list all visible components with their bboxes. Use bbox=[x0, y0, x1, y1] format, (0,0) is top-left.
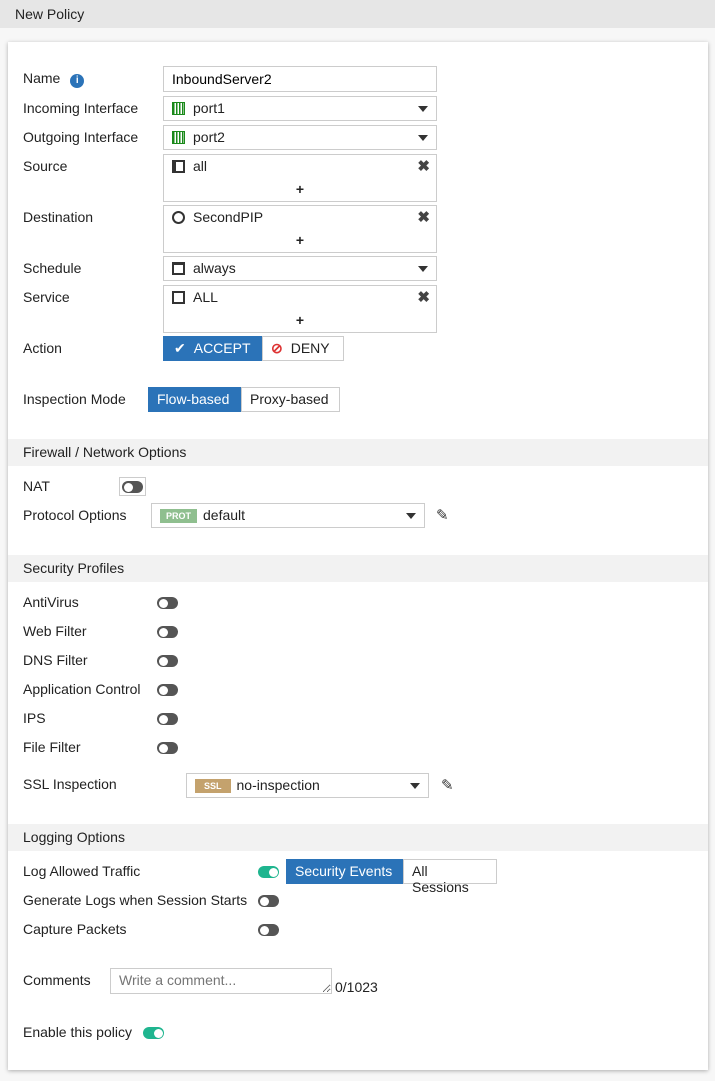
chevron-down-icon bbox=[406, 513, 416, 519]
remove-icon[interactable]: ✖ bbox=[417, 158, 430, 175]
comments-input[interactable] bbox=[110, 968, 332, 994]
dns-filter-toggle[interactable] bbox=[157, 655, 178, 667]
dns-filter-label: DNS Filter bbox=[23, 652, 88, 668]
protocol-options-label: Protocol Options bbox=[23, 507, 127, 523]
chevron-down-icon bbox=[418, 106, 428, 112]
firewall-section-header: Firewall / Network Options bbox=[8, 439, 708, 466]
source-label: Source bbox=[23, 158, 68, 174]
logging-section-header: Logging Options bbox=[8, 824, 708, 851]
chevron-down-icon bbox=[410, 783, 420, 789]
generate-logs-toggle[interactable] bbox=[258, 895, 279, 907]
port-icon bbox=[172, 131, 185, 144]
service-label: Service bbox=[23, 289, 70, 305]
enable-policy-toggle[interactable] bbox=[143, 1027, 164, 1039]
check-icon: ✔ bbox=[174, 340, 186, 356]
add-icon[interactable]: + bbox=[295, 232, 305, 248]
source-field[interactable]: all ✖ + bbox=[163, 154, 437, 202]
security-events-button[interactable]: Security Events bbox=[286, 859, 404, 884]
chevron-down-icon bbox=[418, 266, 428, 272]
antivirus-toggle[interactable] bbox=[157, 597, 178, 609]
security-section-header: Security Profiles bbox=[8, 555, 708, 582]
service-icon bbox=[172, 291, 185, 304]
file-filter-label: File Filter bbox=[23, 739, 81, 755]
name-label: Name i bbox=[23, 69, 85, 88]
accept-button[interactable]: ✔ ACCEPT bbox=[163, 336, 263, 361]
enable-policy-label: Enable this policy bbox=[23, 1024, 132, 1040]
capture-packets-label: Capture Packets bbox=[23, 921, 127, 937]
ips-label: IPS bbox=[23, 710, 46, 726]
ssl-badge: SSL bbox=[195, 779, 231, 793]
incoming-interface-select[interactable]: port1 bbox=[163, 96, 437, 121]
prot-badge: PROT bbox=[160, 509, 198, 523]
deny-button[interactable]: ⊘ DENY bbox=[262, 336, 344, 361]
nat-toggle-wrapper bbox=[119, 477, 146, 496]
nat-label: NAT bbox=[23, 478, 50, 494]
service-field[interactable]: ALL ✖ + bbox=[163, 285, 437, 333]
edit-icon[interactable]: ✎ bbox=[436, 507, 449, 524]
destination-field[interactable]: SecondPIP ✖ + bbox=[163, 205, 437, 253]
proxy-based-button[interactable]: Proxy-based bbox=[241, 387, 340, 412]
schedule-select[interactable]: always bbox=[163, 256, 437, 281]
ips-toggle[interactable] bbox=[157, 713, 178, 725]
comments-label: Comments bbox=[23, 972, 91, 988]
nat-toggle[interactable] bbox=[122, 481, 143, 493]
chevron-down-icon bbox=[418, 135, 428, 141]
log-allowed-traffic-label: Log Allowed Traffic bbox=[23, 863, 141, 879]
deny-icon: ⊘ bbox=[271, 340, 283, 356]
outgoing-interface-label: Outgoing Interface bbox=[23, 129, 139, 145]
application-control-label: Application Control bbox=[23, 681, 141, 697]
outgoing-interface-select[interactable]: port2 bbox=[163, 125, 437, 150]
comment-char-count: 0/1023 bbox=[335, 979, 378, 995]
add-icon[interactable]: + bbox=[295, 181, 305, 197]
schedule-icon bbox=[172, 262, 185, 275]
web-filter-label: Web Filter bbox=[23, 623, 87, 639]
protocol-options-select[interactable]: PROT default bbox=[151, 503, 425, 528]
application-control-toggle[interactable] bbox=[157, 684, 178, 696]
flow-based-button[interactable]: Flow-based bbox=[148, 387, 242, 412]
add-icon[interactable]: + bbox=[295, 312, 305, 328]
port-icon bbox=[172, 102, 185, 115]
destination-label: Destination bbox=[23, 209, 94, 225]
file-filter-toggle[interactable] bbox=[157, 742, 178, 754]
incoming-interface-label: Incoming Interface bbox=[23, 100, 139, 116]
all-sessions-button[interactable]: All Sessions bbox=[403, 859, 497, 895]
log-allowed-traffic-toggle[interactable] bbox=[258, 866, 279, 878]
antivirus-label: AntiVirus bbox=[23, 594, 79, 610]
page-title: New Policy bbox=[0, 0, 715, 28]
inspection-mode-label: Inspection Mode bbox=[23, 391, 126, 407]
address-group-icon bbox=[172, 160, 185, 173]
ssl-inspection-select[interactable]: SSL no-inspection bbox=[186, 773, 429, 798]
ssl-inspection-label: SSL Inspection bbox=[23, 776, 117, 792]
remove-icon[interactable]: ✖ bbox=[417, 209, 430, 226]
schedule-label: Schedule bbox=[23, 260, 82, 276]
generate-logs-label: Generate Logs when Session Starts bbox=[23, 892, 248, 908]
name-input[interactable] bbox=[163, 66, 437, 92]
capture-packets-toggle[interactable] bbox=[258, 924, 279, 936]
web-filter-toggle[interactable] bbox=[157, 626, 178, 638]
vip-icon bbox=[172, 211, 185, 224]
info-icon[interactable]: i bbox=[70, 74, 85, 88]
action-label: Action bbox=[23, 340, 62, 356]
edit-icon[interactable]: ✎ bbox=[441, 777, 454, 794]
remove-icon[interactable]: ✖ bbox=[417, 289, 430, 306]
